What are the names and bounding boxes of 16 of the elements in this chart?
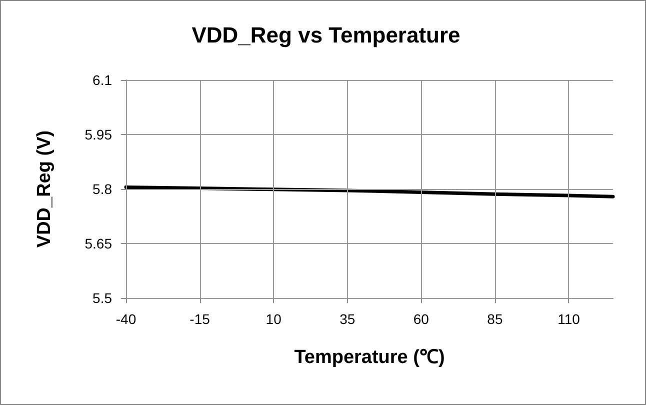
x-tick-label: 35 xyxy=(340,311,356,327)
x-axis-title: Temperature (℃) xyxy=(294,347,445,368)
y-axis-title: VDD_Reg (V) xyxy=(34,130,55,248)
x-tick-label: 85 xyxy=(487,311,503,327)
y-tick-label: 6.1 xyxy=(92,72,112,88)
x-tick-label: 110 xyxy=(558,311,580,327)
x-tick-label: -40 xyxy=(116,311,136,327)
x-tick-label: 10 xyxy=(266,311,282,327)
line-series xyxy=(124,185,615,198)
x-tick-label: -15 xyxy=(190,311,210,327)
chart-title: VDD_Reg vs Temperature xyxy=(192,22,460,48)
y-tick-label: 5.95 xyxy=(84,126,112,142)
y-tick-label: 5.8 xyxy=(92,181,112,197)
y-tick-label: 5.65 xyxy=(84,236,112,252)
y-tick-label: 5.5 xyxy=(92,290,112,306)
x-tick-label: 60 xyxy=(413,311,430,327)
